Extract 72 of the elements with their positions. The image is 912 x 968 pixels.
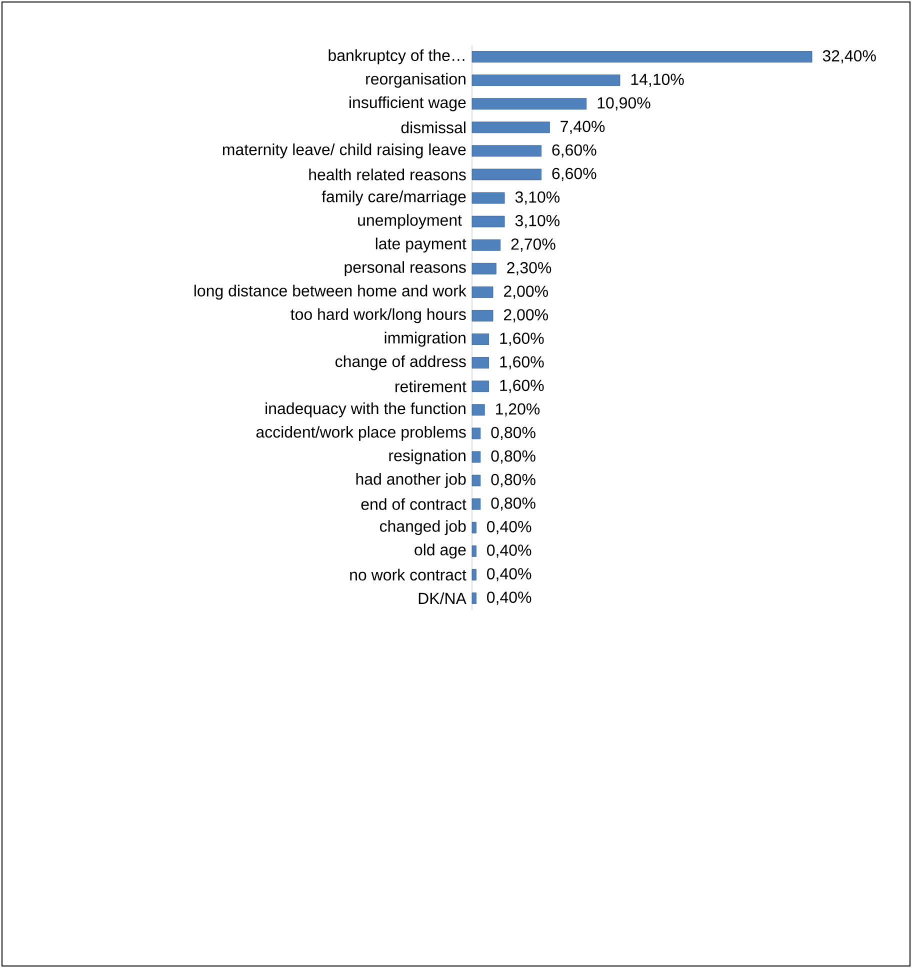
bar bbox=[472, 592, 476, 604]
y-tick-label: old age bbox=[414, 544, 466, 559]
bar bbox=[472, 380, 489, 392]
data-label: 6,60% bbox=[552, 168, 596, 182]
data-label: 1,60% bbox=[500, 332, 544, 346]
y-tick-label: personal reasons bbox=[344, 261, 466, 276]
y-tick-label: DK/NA bbox=[418, 592, 466, 604]
y-tick-label: maternity leave/ child raising leave bbox=[222, 143, 466, 158]
y-tick-label: family care/marriage bbox=[322, 190, 466, 206]
bar bbox=[472, 239, 501, 251]
bar bbox=[472, 474, 481, 486]
bar bbox=[472, 145, 542, 157]
data-label: 2,00% bbox=[504, 309, 548, 322]
data-label: 2,00% bbox=[504, 286, 548, 299]
data-label: 1,60% bbox=[500, 356, 544, 370]
data-label: 0,40% bbox=[487, 592, 532, 605]
bar bbox=[472, 262, 496, 274]
bar bbox=[472, 51, 812, 62]
y-tick-label: insufficient wage bbox=[350, 96, 466, 112]
bar bbox=[472, 451, 481, 463]
bar bbox=[472, 98, 587, 110]
bar bbox=[472, 498, 481, 510]
y-tick-label: late payment bbox=[376, 238, 466, 253]
bar bbox=[472, 357, 489, 369]
data-label: 0,80% bbox=[491, 426, 536, 440]
y-tick-label: bankruptcy of the… bbox=[328, 49, 464, 64]
y-tick-label: had another job bbox=[356, 473, 466, 488]
bar bbox=[472, 168, 542, 180]
data-label: 3,10% bbox=[515, 214, 560, 228]
y-tick-label: reorganisation bbox=[366, 72, 466, 88]
data-label: 0,40% bbox=[487, 520, 532, 534]
data-label: 3,10% bbox=[515, 191, 560, 205]
data-label: 0,40% bbox=[487, 568, 532, 582]
y-tick-label: changed job bbox=[380, 520, 466, 536]
data-label: 6,60% bbox=[552, 144, 596, 158]
bar bbox=[472, 334, 489, 345]
bar bbox=[472, 545, 476, 557]
bar bbox=[472, 428, 481, 440]
y-tick-label: too hard work/long hours bbox=[290, 308, 466, 324]
data-label: 0,80% bbox=[491, 497, 536, 511]
y-tick-label: resignation bbox=[389, 450, 466, 464]
data-label: 1,20% bbox=[496, 403, 540, 416]
y-tick-label: no work contract bbox=[350, 568, 466, 581]
data-label: 14,10% bbox=[631, 74, 684, 87]
bar bbox=[472, 522, 476, 534]
data-label: 2,30% bbox=[507, 262, 552, 276]
y-tick-label: immigration bbox=[384, 332, 466, 347]
bar bbox=[472, 122, 550, 134]
y-tick-label: retirement bbox=[396, 380, 466, 392]
y-tick-label: long distance between home and work bbox=[194, 284, 466, 300]
y-tick-label: inadequacy with the function bbox=[266, 402, 466, 418]
y-tick-label: health related reasons bbox=[309, 168, 466, 180]
data-label: 7,40% bbox=[560, 120, 605, 134]
bar bbox=[472, 568, 476, 580]
data-label: 1,60% bbox=[500, 380, 544, 393]
y-tick-label: dismissal bbox=[401, 122, 466, 134]
bar bbox=[472, 74, 620, 86]
data-label: 32,40% bbox=[822, 50, 876, 64]
bar bbox=[472, 192, 505, 204]
y-tick-label: change of address bbox=[335, 355, 466, 370]
data-label: 2,70% bbox=[511, 238, 556, 252]
y-tick-label: end of contract bbox=[361, 498, 466, 510]
bar bbox=[472, 286, 494, 298]
data-label: 10,90% bbox=[598, 97, 650, 110]
data-label: 0,80% bbox=[491, 450, 536, 464]
bar bbox=[472, 310, 494, 322]
data-label: 0,40% bbox=[487, 544, 532, 558]
y-tick-label: accident/work place problems bbox=[256, 426, 466, 441]
data-label: 0,80% bbox=[491, 474, 536, 488]
bar bbox=[472, 216, 505, 228]
y-tick-label: unemployment bbox=[358, 214, 462, 230]
bar bbox=[472, 404, 485, 416]
